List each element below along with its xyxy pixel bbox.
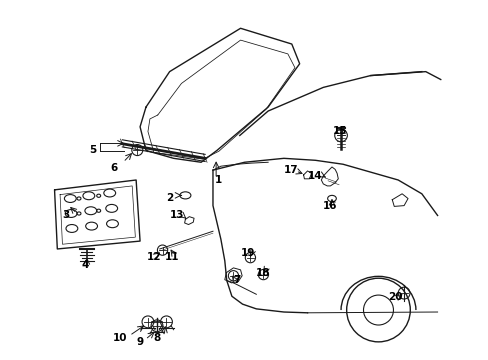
Text: 6: 6 (111, 163, 118, 173)
Text: 17: 17 (283, 165, 298, 175)
Text: 2: 2 (165, 193, 173, 203)
Text: 19: 19 (241, 248, 255, 258)
Text: 14: 14 (307, 171, 322, 181)
Text: 13: 13 (170, 211, 184, 220)
Text: 9: 9 (136, 337, 143, 347)
Text: 5: 5 (89, 145, 96, 156)
Text: 15: 15 (332, 126, 346, 136)
Text: 12: 12 (146, 252, 161, 262)
Text: 18: 18 (256, 267, 270, 278)
Text: 11: 11 (164, 252, 179, 262)
Text: 1: 1 (215, 175, 222, 185)
Text: 20: 20 (387, 292, 402, 302)
Text: 10: 10 (113, 333, 127, 343)
Text: 8: 8 (153, 333, 161, 343)
Text: 4: 4 (81, 260, 88, 270)
Text: 3: 3 (62, 211, 70, 220)
Text: 16: 16 (323, 201, 337, 211)
Text: 7: 7 (232, 275, 240, 285)
